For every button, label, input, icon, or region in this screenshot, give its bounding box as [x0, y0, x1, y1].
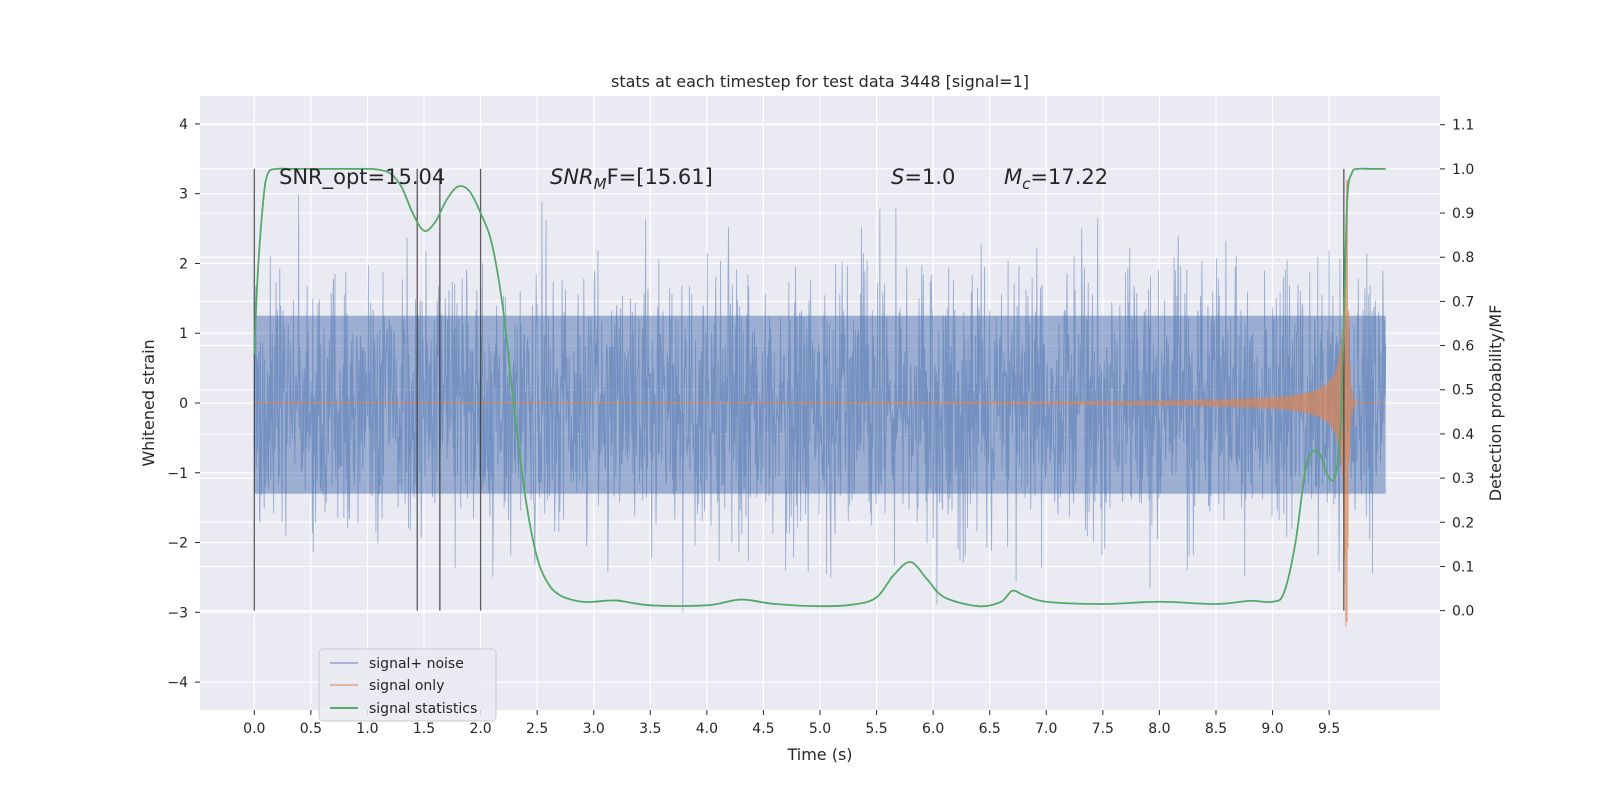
x-tick-label: 9.0	[1261, 721, 1283, 737]
x-tick-label: 9.5	[1318, 721, 1340, 737]
x-tick-label: 7.5	[1092, 721, 1114, 737]
y2-tick-label: 0.2	[1452, 515, 1474, 531]
x-axis-ticks: 0.0 0.5 1.0 1.5 2.0 2.5 3.0 3.5 4.0 4.5 5.0 5.5 6.0 6…	[243, 710, 1340, 737]
legend-label-signal-noise: signal+ noise	[369, 656, 464, 672]
annotation-snr-mf: SNRMF=[15.61]	[550, 165, 713, 193]
x-tick-label: 6.0	[922, 721, 944, 737]
x-tick-label: 8.0	[1148, 721, 1170, 737]
y2-tick-label: 0.5	[1452, 383, 1474, 399]
y-tick-label: 4	[179, 117, 188, 133]
chart-title: stats at each timestep for test data 344…	[611, 72, 1029, 91]
x-tick-label: 2.5	[526, 721, 548, 737]
y2-tick-label: 0.0	[1452, 604, 1474, 620]
snr-mf-sub: M	[594, 175, 607, 193]
x-axis-label: Time (s)	[786, 745, 852, 764]
y2-tick-label: 0.3	[1452, 471, 1474, 487]
annotation-mc: Mc=17.22	[1004, 165, 1108, 193]
mc-value: =17.22	[1030, 165, 1108, 189]
annotation-snr-opt: SNR_opt=15.04	[279, 165, 445, 190]
y2-tick-label: 1.0	[1452, 162, 1474, 178]
x-tick-label: 1.5	[413, 721, 435, 737]
x-tick-label: 6.5	[979, 721, 1001, 737]
signal-only-line	[796, 179, 1386, 627]
y2-axis-label: Detection probability/MF	[1486, 305, 1505, 502]
y-tick-label: 2	[179, 256, 188, 272]
x-tick-label: 0.5	[300, 721, 322, 737]
y-axis-ticks: −4 −3 −2 −1 0 1 2 3 4	[167, 117, 200, 691]
y2-tick-label: 0.8	[1452, 250, 1474, 266]
y2-tick-label: 0.7	[1452, 294, 1474, 310]
s-symbol: S	[891, 165, 904, 189]
x-tick-label: 5.0	[809, 721, 831, 737]
y-tick-label: −1	[167, 466, 188, 482]
y2-tick-label: 0.1	[1452, 559, 1474, 575]
y2-tick-label: 0.4	[1452, 427, 1474, 443]
x-tick-label: 5.5	[865, 721, 887, 737]
y-tick-label: 0	[179, 396, 188, 412]
y2-axis-ticks: 0.0 0.1 0.2 0.3 0.4 0.5 0.6 0.7 0.8 0.9 1.0 1.1	[1440, 118, 1474, 620]
y2-tick-label: 1.1	[1452, 118, 1474, 134]
x-tick-label: 1.0	[356, 721, 378, 737]
s-value: =1.0	[904, 165, 955, 189]
x-tick-label: 4.5	[752, 721, 774, 737]
x-tick-label: 3.5	[639, 721, 661, 737]
legend-box	[318, 648, 497, 722]
snr-mf-base: SNR	[550, 165, 594, 189]
legend-label-signal-only: signal only	[369, 678, 444, 694]
x-tick-label: 2.0	[469, 721, 491, 737]
legend: signal+ noise signal only signal statist…	[318, 648, 497, 722]
annotation-s: S=1.0	[891, 165, 955, 189]
y-tick-label: 3	[179, 187, 188, 203]
y-tick-label: −3	[167, 605, 188, 621]
x-tick-label: 3.0	[583, 721, 605, 737]
y-tick-label: −4	[167, 675, 188, 691]
mc-sub: c	[1022, 175, 1031, 193]
snr-mf-rest: F=[15.61]	[607, 165, 713, 189]
x-tick-label: 0.0	[243, 721, 265, 737]
y2-tick-label: 0.6	[1452, 339, 1474, 355]
x-tick-label: 8.5	[1205, 721, 1227, 737]
signal-statistics-series	[253, 167, 1386, 608]
signal-statistics-line	[253, 167, 1386, 608]
y-axis-label: Whitened strain	[139, 339, 158, 466]
mc-base: M	[1004, 165, 1022, 189]
x-tick-label: 7.0	[1035, 721, 1057, 737]
vertical-markers	[253, 168, 1345, 611]
y2-tick-label: 0.9	[1452, 206, 1474, 222]
legend-label-signal-statistics: signal statistics	[369, 701, 477, 717]
y-tick-label: −2	[167, 536, 188, 552]
y-tick-label: 1	[179, 326, 188, 342]
signal-only-series	[254, 179, 1386, 627]
x-tick-label: 4.0	[696, 721, 718, 737]
